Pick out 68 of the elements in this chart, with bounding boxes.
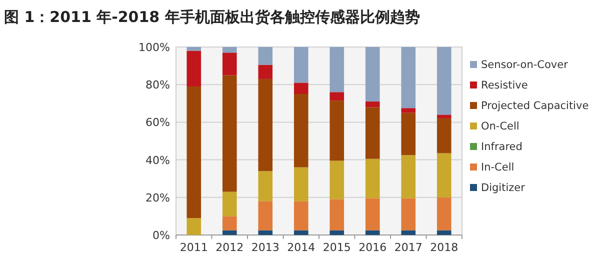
bar	[222, 47, 237, 53]
bar	[330, 160, 344, 200]
y-tick-label: 40%	[146, 154, 170, 167]
bar	[330, 100, 344, 161]
legend-label: In-Cell	[481, 162, 514, 174]
bar	[294, 230, 308, 235]
bar	[222, 75, 237, 192]
bar	[401, 47, 416, 108]
bar	[365, 102, 380, 108]
bar	[401, 155, 416, 198]
legend-label: Digitizer	[481, 182, 526, 194]
bar	[436, 114, 452, 118]
bar	[401, 112, 416, 156]
x-tick-label: 2013	[251, 241, 280, 254]
bar	[330, 47, 344, 92]
bar	[401, 198, 416, 230]
bar	[258, 201, 273, 230]
bar	[294, 201, 308, 230]
y-tick-label: 80%	[146, 78, 170, 92]
y-tick-label: 100%	[138, 41, 170, 54]
legend-label: On-Cell	[481, 120, 520, 132]
bar	[258, 78, 273, 172]
bar	[258, 171, 273, 202]
bar	[436, 153, 452, 198]
bar	[258, 64, 273, 79]
bar	[365, 230, 380, 235]
x-tick-label: 2016	[358, 241, 387, 254]
bar	[330, 230, 344, 235]
legend-label: Resistive	[481, 80, 528, 92]
x-tick-label: 2018	[430, 241, 458, 254]
x-tick-label: 2017	[394, 241, 422, 254]
bar	[365, 47, 380, 102]
x-tick-label: 2015	[322, 241, 351, 254]
bar	[222, 192, 237, 216]
y-tick-label: 0%	[152, 229, 170, 242]
bar	[436, 47, 452, 115]
legend-label: Projected Capacitive	[481, 100, 589, 112]
bar	[258, 47, 273, 65]
x-tick-label: 2012	[216, 241, 244, 254]
bar	[330, 199, 344, 230]
bar	[436, 230, 452, 235]
bar	[186, 86, 202, 218]
bar	[365, 198, 380, 230]
bar	[365, 107, 380, 159]
bar	[294, 94, 308, 168]
bar	[186, 47, 202, 51]
bar	[365, 158, 380, 198]
bar	[294, 167, 308, 202]
bar	[222, 230, 237, 235]
bar	[222, 216, 237, 230]
bar	[330, 92, 344, 101]
legend-label: Sensor-on-Cover	[481, 59, 569, 71]
bar	[401, 230, 416, 235]
bar	[222, 52, 237, 76]
x-tick-label: 2014	[287, 241, 316, 254]
bar	[436, 118, 452, 154]
bar	[401, 108, 416, 113]
legend-label: Infrared	[481, 141, 522, 153]
bar	[186, 50, 202, 86]
bar	[294, 47, 308, 83]
y-tick-label: 20%	[146, 191, 170, 204]
bar	[436, 197, 452, 230]
bar	[186, 218, 202, 235]
bar	[294, 82, 308, 94]
chart-title: 图 1：2011 年-2018 年手机面板出货各触控传感器比例趋势	[4, 8, 420, 26]
y-tick-label: 60%	[146, 116, 170, 130]
bar	[258, 230, 273, 235]
x-tick-label: 2011	[180, 241, 208, 254]
